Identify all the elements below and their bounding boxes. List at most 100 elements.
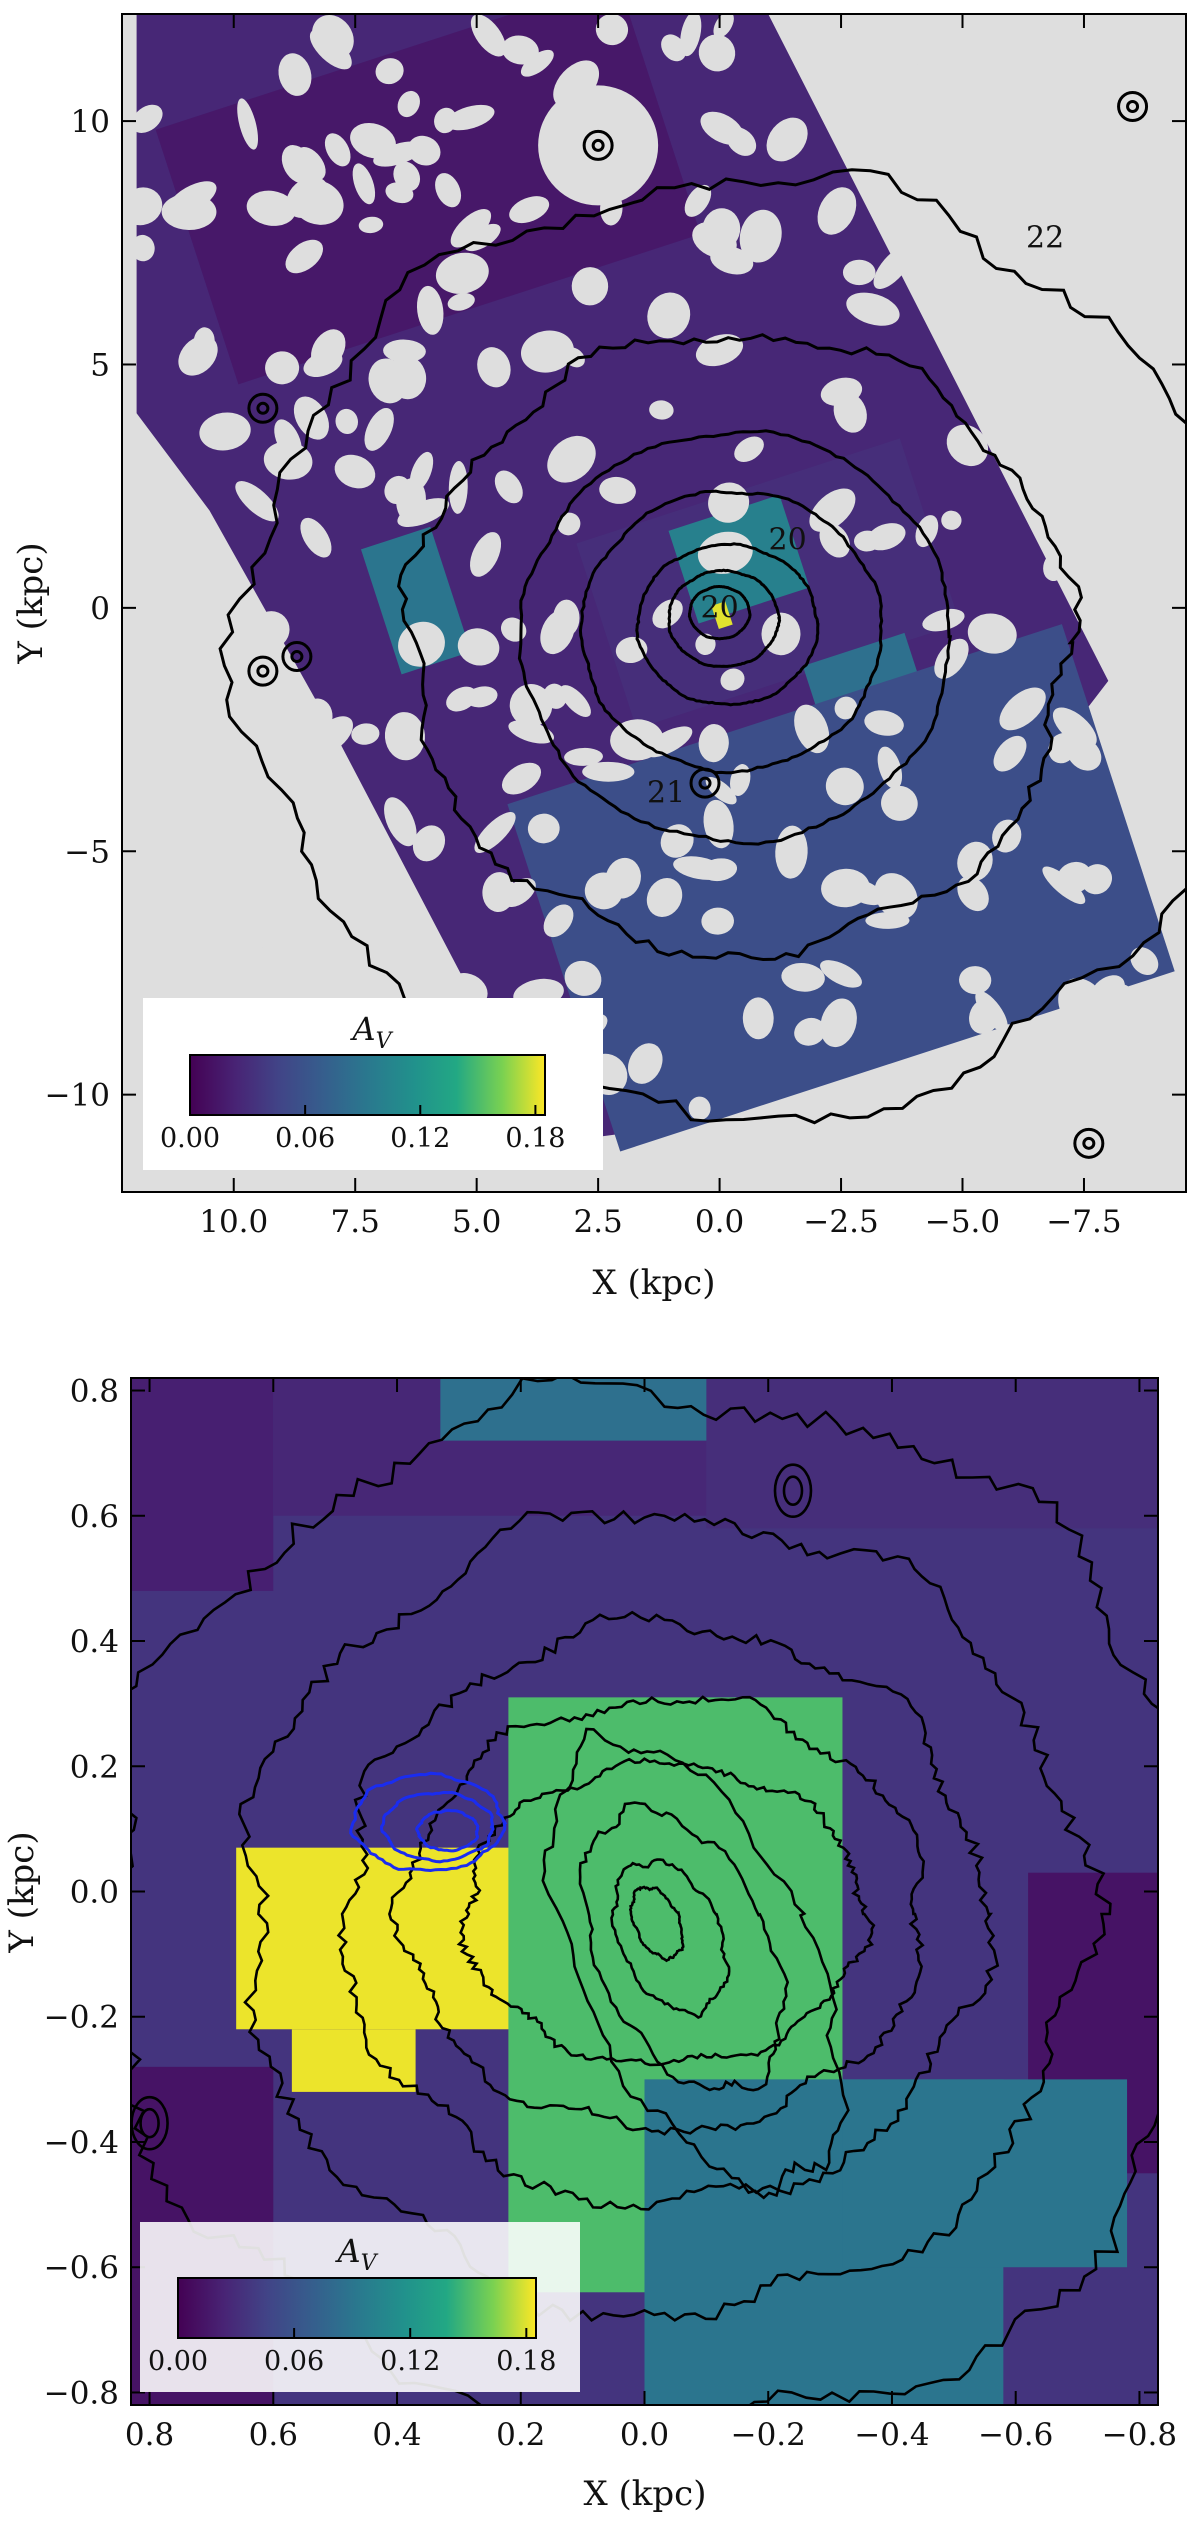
top-mask-blob: [335, 408, 359, 435]
bottom-av-region: [842, 2079, 1128, 2268]
top-mask-blob: [368, 358, 408, 404]
top-star-contour: [1073, 1127, 1105, 1159]
top-star-contour: [247, 392, 279, 424]
bottom-blue-contours: [349, 1771, 508, 1873]
bottom-colorbar-legend: AV 0.00 0.06 0.12 0.18: [140, 2222, 580, 2392]
top-mask-blob: [1057, 475, 1095, 508]
top-mask-blob: [445, 104, 495, 131]
top-mask-blob: [1093, 435, 1128, 485]
top-contour: [397, 333, 1084, 962]
top-mask-blob: [1058, 983, 1085, 1023]
top-mask-blob: [350, 122, 396, 159]
top-mask-blob: [820, 960, 862, 988]
bottom-contour: [456, 1757, 876, 2067]
top-mask-blob: [1026, 275, 1055, 313]
top-mask-blob: [502, 878, 536, 908]
bottom-av-region: [131, 1378, 274, 1591]
top-mask-blob: [508, 720, 554, 744]
top-ytick-label: 5: [90, 347, 110, 383]
top-mask-blob: [178, 335, 218, 376]
top-mask-blob: [385, 182, 414, 204]
bottom-xtick-label: −0.6: [978, 2417, 1053, 2453]
top-mask-blob: [817, 187, 857, 235]
top-contour: [687, 585, 752, 641]
top-mask-blob: [993, 735, 1027, 772]
top-mask-blob: [1129, 425, 1168, 469]
top-mask-blob: [734, 436, 764, 462]
top-mask-blob: [941, 510, 962, 530]
top-xtick-label: 7.5: [331, 1204, 380, 1240]
top-mask-blob: [177, 533, 197, 563]
top-isophote-contours: [218, 90, 1186, 1159]
top-mask-blob: [156, 816, 192, 848]
bottom-ytick-label: 0.8: [70, 1374, 119, 1410]
top-mask-blob: [1106, 983, 1138, 1022]
top-xlabel: X (kpc): [593, 1263, 716, 1303]
bottom-cbar-tick-label: 0.12: [380, 2346, 440, 2377]
top-colorbar-label: AV: [350, 1010, 394, 1054]
top-mask-blob: [447, 293, 475, 311]
bottom-panel: 0.8 0.6 0.4 0.2 0.0 −0.2 −0.4 −0.6 −0.80.80.60.4…: [2, 1374, 1177, 2514]
top-mask-blob: [1047, 1072, 1090, 1103]
top-mask-blob: [702, 208, 741, 251]
top-mask-blob: [285, 239, 324, 274]
top-mask-blob: [1060, 34, 1105, 69]
top-mask-blob: [1126, 166, 1153, 222]
top-mask-blob: [909, 1086, 965, 1106]
top-mask-blob: [705, 777, 737, 805]
top-mask-blob: [959, 966, 992, 995]
top-mask-blob: [834, 696, 858, 720]
bottom-xtick-label: 0.2: [496, 2417, 545, 2453]
top-mask-blob: [688, 1096, 711, 1121]
top-mask-blob: [397, 90, 420, 118]
top-mask-blob: [543, 904, 574, 938]
top-mask-blob: [251, 611, 290, 650]
top-mask-blob: [397, 498, 450, 527]
top-mask-blob: [303, 350, 343, 378]
top-mask-blob: [409, 451, 434, 492]
bottom-xtick-label: 0.6: [249, 2417, 298, 2453]
top-mask-blob: [809, 488, 856, 532]
top-mask-blob: [878, 52, 920, 74]
bottom-knot-contour: [782, 1475, 804, 1507]
bottom-knot-contour: [773, 1463, 813, 1519]
top-star-contour: [1082, 1136, 1096, 1150]
top-contour-label: 22: [1026, 221, 1064, 256]
top-mask-blob: [412, 825, 446, 862]
bottom-av-region: [440, 1378, 725, 1441]
top-mask-blob: [446, 686, 477, 712]
top-mask-blob: [383, 339, 426, 363]
top-star-contour: [582, 129, 614, 161]
top-colorbar-ticks: 0.00 0.06 0.12 0.18: [160, 1105, 565, 1154]
top-mask-blob: [794, 1017, 826, 1046]
top-mask-blob: [853, 530, 881, 552]
top-mask-blob: [1126, 467, 1163, 507]
top-mask-blob: [700, 111, 744, 145]
top-mask-blob: [825, 767, 864, 806]
top-mask-blob: [1048, 732, 1077, 764]
top-mask-blob: [680, 14, 702, 57]
top-mask-blob: [644, 726, 693, 758]
top-contour-label: 21: [647, 776, 685, 811]
top-mask-blob: [964, 42, 996, 74]
top-mask-blob: [873, 245, 914, 289]
top-cbar-tick-label: 0.06: [275, 1123, 335, 1154]
top-mask-blob: [358, 216, 384, 234]
bottom-nucleus-contour: [628, 1885, 685, 1963]
bottom-nucleus-contour: [541, 1727, 850, 2200]
top-mask-blob: [540, 609, 575, 655]
top-mask-blob: [884, 90, 905, 114]
top-mask-blob: [1058, 98, 1090, 121]
top-mask-blob: [238, 935, 268, 974]
top-mask-blob: [661, 34, 687, 62]
top-mask-blob: [877, 746, 903, 790]
bottom-blue-contour: [349, 1771, 508, 1873]
bottom-contour: [336, 1610, 1000, 2211]
top-mask-blob: [820, 377, 863, 407]
bottom-colorbar-label: AV: [335, 2232, 379, 2276]
top-colorbar-legend: AV 0.00 0.06 0.12 0.18: [143, 998, 603, 1170]
top-mask-blob: [509, 196, 550, 224]
top-mask-blob: [819, 523, 850, 558]
top-mask-blob: [131, 104, 163, 133]
top-mask-blob: [1075, 500, 1127, 539]
